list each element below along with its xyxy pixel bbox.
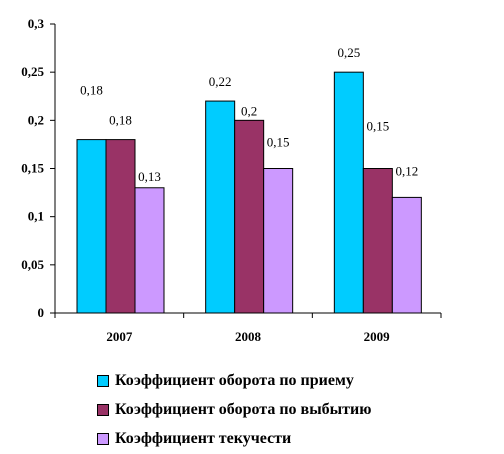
- legend-label-turnover: Коэффициент текучести: [115, 429, 292, 447]
- y-tick-label: 0,2: [28, 112, 44, 127]
- value-labels: 0,18 0,18 0,13 0,22 0,2 0,15 0,25 0,15 0,12: [80, 45, 418, 184]
- data-label: 0,18: [109, 113, 132, 128]
- y-axis: 0 0,05 0,1 0,15 0,2 0,25 0,3: [21, 16, 56, 320]
- bar: [333, 71, 364, 314]
- data-label: 0,2: [241, 103, 257, 118]
- y-tick-label: 0: [38, 305, 45, 320]
- x-tick-label: 2008: [235, 329, 262, 344]
- x-tick-label: 2009: [364, 329, 391, 344]
- legend-swatch-departure: [97, 403, 109, 416]
- bar: [263, 168, 294, 314]
- bar-chart: 0 0,05 0,1 0,15 0,2 0,25 0,3 2007 2008 2009 0,18…: [21, 16, 442, 344]
- data-label: 0,22: [209, 74, 232, 89]
- y-tick-label: 0,05: [21, 257, 44, 272]
- y-tick-label: 0,1: [28, 209, 44, 224]
- data-label: 0,18: [80, 83, 103, 98]
- bar: [76, 139, 107, 314]
- bar: [105, 139, 136, 314]
- legend-label-departure: Коэффициент оборота по выбытию: [115, 400, 372, 418]
- data-label: 0,15: [366, 119, 389, 134]
- x-tick-label: 2007: [106, 329, 133, 344]
- legend-item-hire: Коэффициент оборота по приему: [97, 366, 371, 395]
- data-label: 0,15: [267, 135, 290, 150]
- y-tick-label: 0,3: [28, 16, 45, 31]
- bar: [391, 196, 422, 314]
- y-tick-label: 0,15: [21, 161, 44, 176]
- legend-swatch-hire: [97, 374, 109, 387]
- y-tick-label: 0,25: [21, 64, 44, 79]
- legend: Коэффициент оборота по приему Коэффициен…: [97, 366, 371, 453]
- x-axis: 2007 2008 2009: [54, 312, 442, 344]
- data-label: 0,25: [337, 45, 360, 60]
- data-label: 0,13: [138, 169, 161, 184]
- legend-swatch-turnover: [97, 432, 109, 445]
- legend-label-hire: Коэффициент оборота по приему: [115, 371, 354, 389]
- bar: [134, 187, 165, 314]
- data-label: 0,12: [395, 163, 418, 178]
- bar: [234, 119, 265, 314]
- bar: [205, 100, 236, 314]
- legend-item-turnover: Коэффициент текучести: [97, 424, 371, 453]
- legend-item-departure: Коэффициент оборота по выбытию: [97, 395, 371, 424]
- bar: [362, 168, 393, 314]
- bars: [76, 71, 422, 314]
